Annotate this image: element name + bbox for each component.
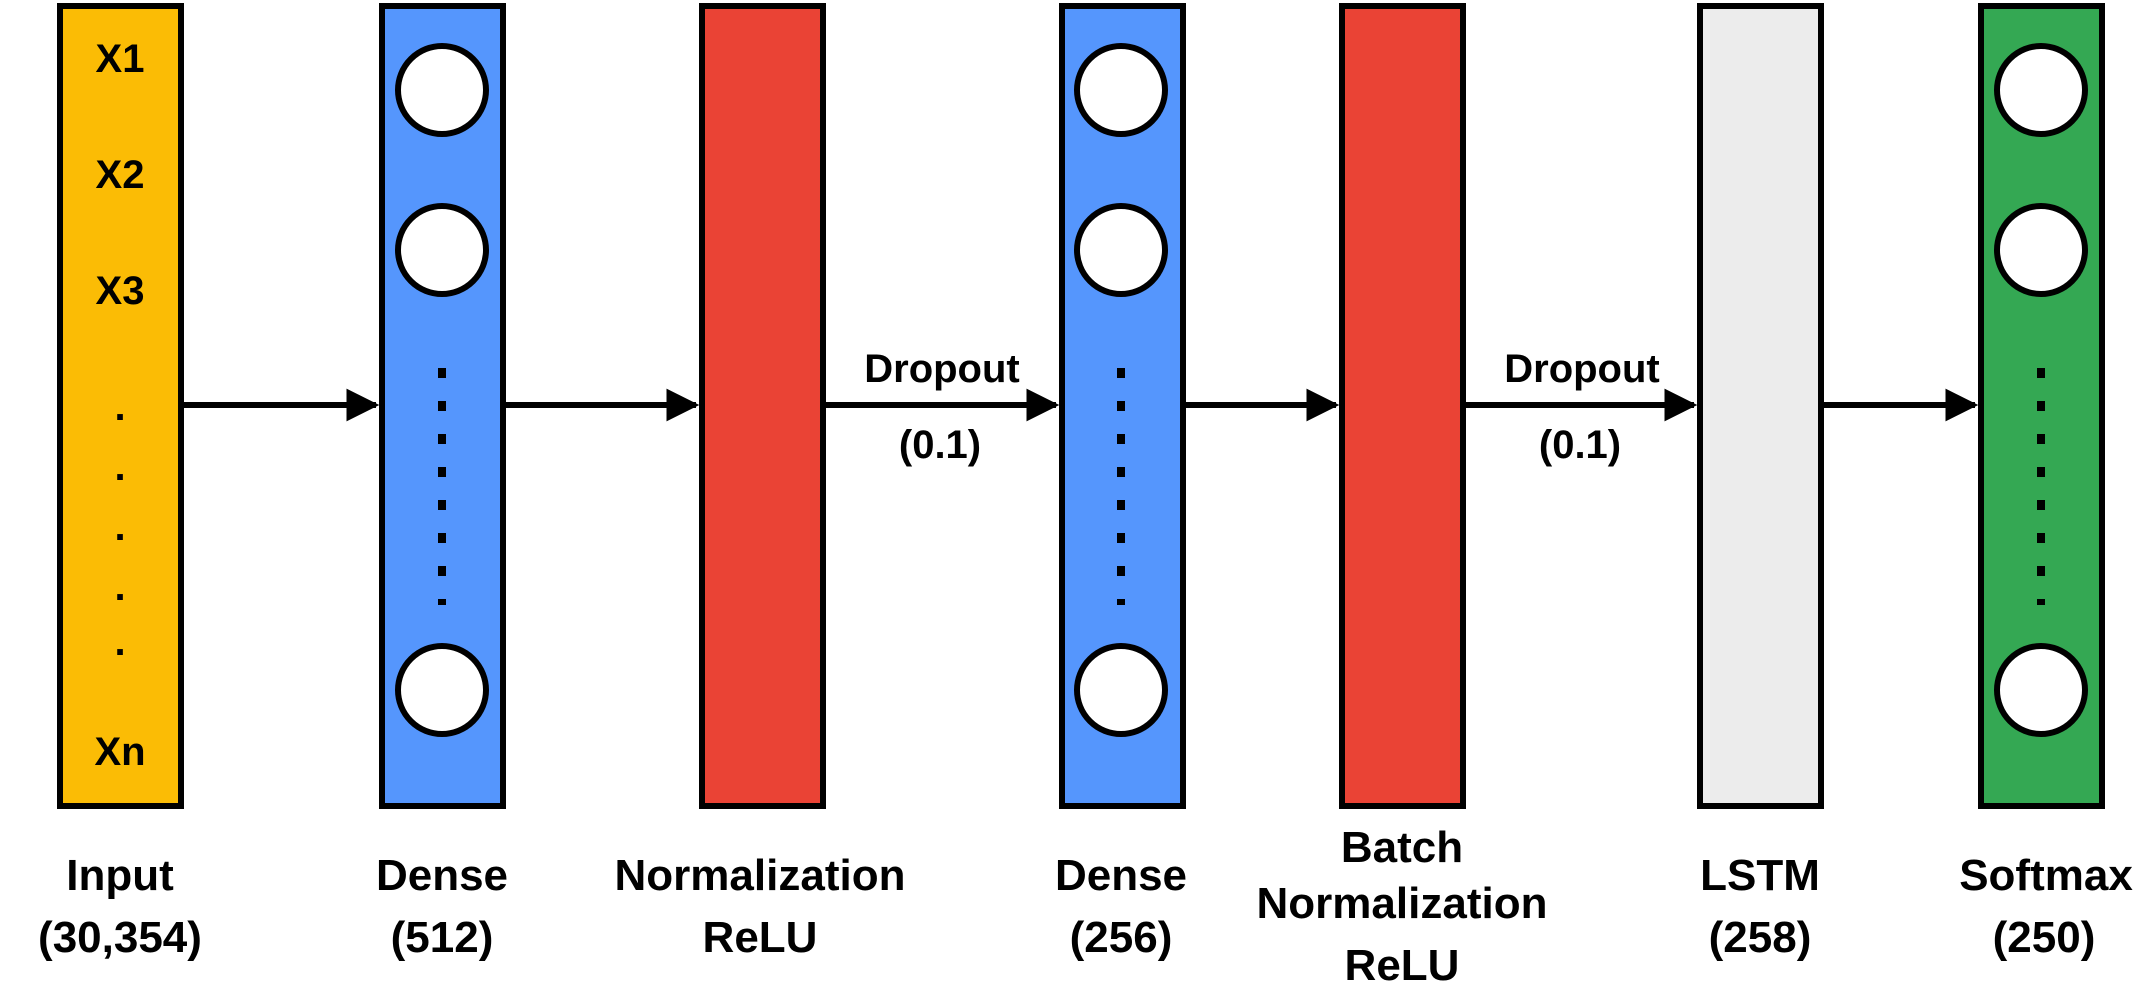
input-ellipsis-dot: . bbox=[114, 505, 125, 549]
input-ellipsis-dot: . bbox=[114, 385, 125, 429]
dense-layer-2-units: (256) bbox=[1070, 913, 1173, 962]
normalization-layer-1-label: Normalization bbox=[615, 851, 906, 900]
input-feature-x3: X3 bbox=[96, 269, 145, 313]
softmax-layer-units: (250) bbox=[1993, 913, 2096, 962]
normalization-layer-2-label-normalization: Normalization bbox=[1257, 879, 1548, 928]
neuron-node bbox=[1994, 43, 2088, 137]
dense-layer-1-units: (512) bbox=[391, 913, 494, 962]
input-ellipsis-dot: . bbox=[114, 445, 125, 489]
dropout-1-label: Dropout bbox=[864, 347, 1020, 391]
input-feature-x1: X1 bbox=[96, 37, 145, 81]
neuron-node bbox=[395, 43, 489, 137]
dense-layer-2-label: Dense bbox=[1055, 851, 1187, 900]
input-feature-x2: X2 bbox=[96, 153, 145, 197]
dense-layer-1-label: Dense bbox=[376, 851, 508, 900]
input-ellipsis-dot: . bbox=[114, 565, 125, 609]
neuron-node bbox=[1994, 203, 2088, 297]
input-layer-box bbox=[57, 3, 184, 809]
input-layer-shape: (30,354) bbox=[38, 913, 202, 962]
normalization-layer-1-activation: ReLU bbox=[703, 913, 818, 962]
normalization-layer-1-box bbox=[699, 3, 826, 809]
dropout-2: Dropout (0.1) bbox=[1504, 347, 1660, 467]
normalization-layer-2: Batch Normalization ReLU bbox=[1257, 3, 1548, 990]
neuron-node bbox=[1074, 643, 1168, 737]
neuron-node bbox=[1074, 43, 1168, 137]
normalization-layer-2-box bbox=[1339, 3, 1466, 809]
dropout-1-rate: (0.1) bbox=[899, 423, 981, 467]
input-ellipsis-dot: . bbox=[114, 620, 125, 664]
dropout-2-label: Dropout bbox=[1504, 347, 1660, 391]
dense-layer-2: Dense (256) bbox=[1055, 3, 1187, 962]
neuron-node bbox=[395, 203, 489, 297]
lstm-layer-box bbox=[1697, 3, 1824, 809]
input-layer: X1 X2 X3 . . . . . Xn Input (30,354) bbox=[38, 3, 202, 962]
input-feature-xn: Xn bbox=[94, 730, 145, 774]
softmax-layer: Softmax (250) bbox=[1959, 3, 2133, 962]
normalization-layer-1: Normalization ReLU bbox=[615, 3, 906, 962]
neuron-node bbox=[395, 643, 489, 737]
neuron-node bbox=[1994, 643, 2088, 737]
dropout-2-rate: (0.1) bbox=[1539, 423, 1621, 467]
dropout-1: Dropout (0.1) bbox=[864, 347, 1020, 467]
normalization-layer-2-label-batch: Batch bbox=[1341, 823, 1463, 872]
softmax-layer-label: Softmax bbox=[1959, 851, 2133, 900]
input-layer-label: Input bbox=[66, 851, 174, 900]
dense-layer-1: Dense (512) bbox=[376, 3, 508, 962]
lstm-layer-label: LSTM bbox=[1700, 851, 1820, 900]
neuron-node bbox=[1074, 203, 1168, 297]
lstm-layer: LSTM (258) bbox=[1697, 3, 1824, 962]
lstm-layer-units: (258) bbox=[1709, 913, 1812, 962]
normalization-layer-2-activation: ReLU bbox=[1345, 941, 1460, 990]
